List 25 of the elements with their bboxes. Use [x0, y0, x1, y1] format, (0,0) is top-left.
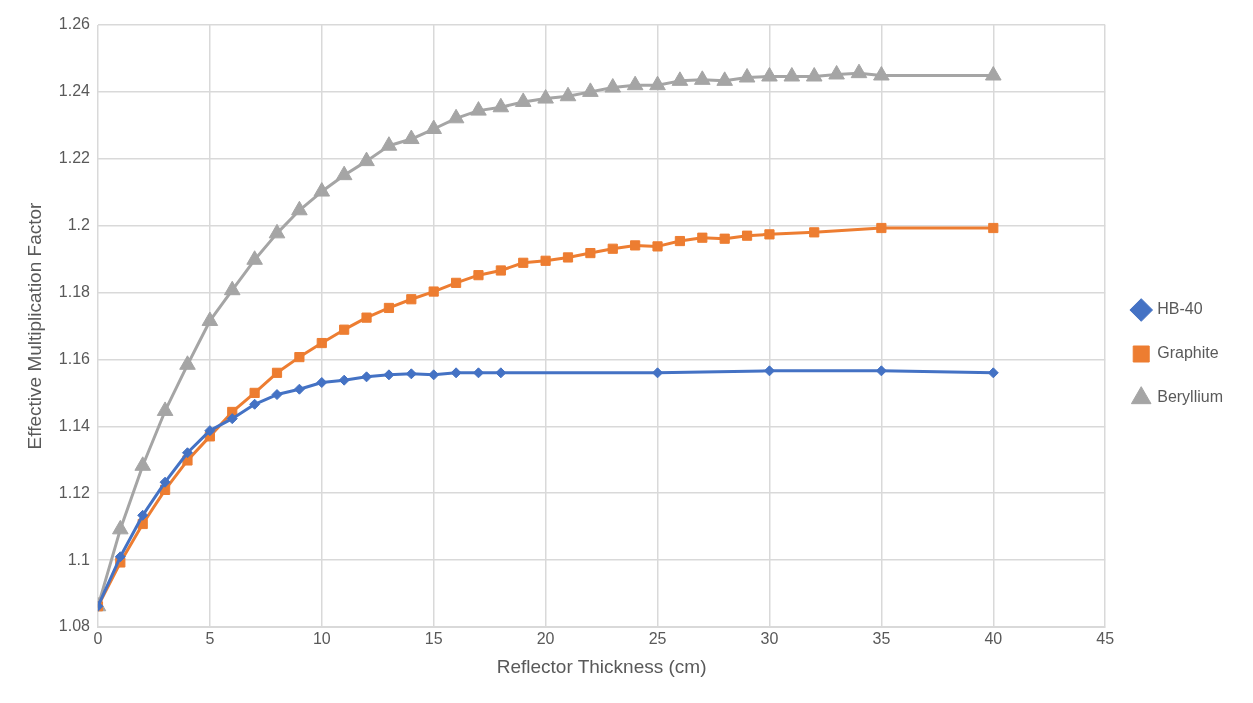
- y-tick-label: 1.14: [58, 416, 91, 434]
- y-tick-label: 1.16: [58, 349, 91, 367]
- y-tick-label: 1.1: [67, 550, 91, 568]
- x-tick-label: 0: [93, 630, 103, 648]
- x-axis-title: Reflector Thickness (cm): [496, 655, 707, 677]
- y-tick-label: 1.12: [58, 483, 91, 501]
- x-tick-label: 5: [205, 630, 215, 648]
- y-tick-label: 1.26: [58, 15, 91, 33]
- x-tick-label: 35: [872, 630, 891, 648]
- x-tick-label: 30: [760, 630, 779, 648]
- legend-label: Graphite: [1157, 344, 1219, 362]
- y-tick-label: 1.22: [58, 149, 91, 167]
- x-tick-label: 15: [424, 630, 443, 648]
- legend-label: Beryllium: [1157, 388, 1224, 406]
- y-axis-title: Effective Multiplication Factor: [23, 201, 45, 450]
- legend-label: HB-40: [1157, 300, 1203, 318]
- x-tick-label: 25: [648, 630, 667, 648]
- y-tick-label: 1.18: [58, 282, 91, 300]
- x-tick-label: 45: [1096, 630, 1115, 648]
- y-tick-label: 1.24: [58, 82, 91, 100]
- y-tick-label: 1.2: [67, 216, 91, 234]
- x-tick-label: 40: [984, 630, 1003, 648]
- x-tick-label: 10: [312, 630, 331, 648]
- x-tick-label: 20: [536, 630, 555, 648]
- y-tick-label: 1.08: [58, 617, 91, 635]
